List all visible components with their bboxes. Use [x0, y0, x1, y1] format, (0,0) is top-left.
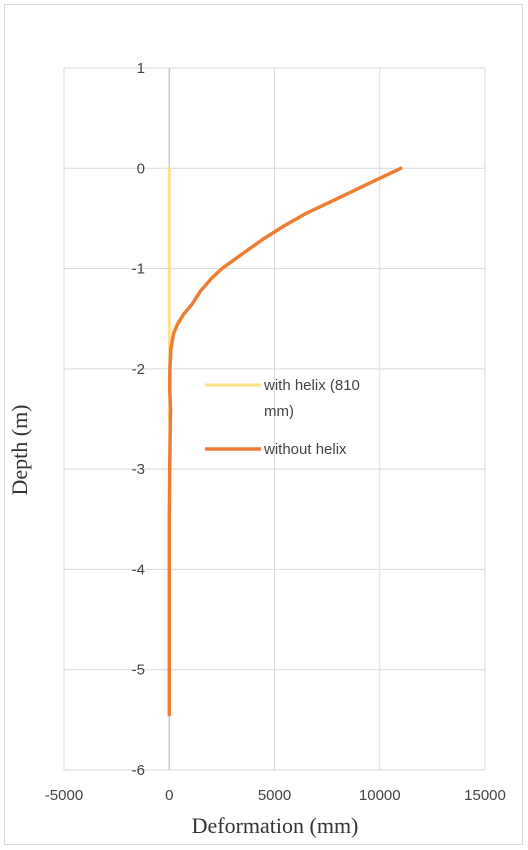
x-axis-title: Deformation (mm) [192, 813, 359, 838]
y-tick-label: -3 [132, 461, 145, 478]
legend-label-with-helix: with helix (810 mm) [263, 377, 360, 420]
y-tick-label: -4 [132, 561, 145, 578]
series-layer [167, 166, 403, 717]
y-tick-label: -5 [132, 662, 145, 679]
y-tick-label: -1 [132, 261, 145, 278]
y-axis-title: Depth (m) [7, 404, 32, 495]
legend-label-without-helix: without helix [263, 441, 347, 458]
x-tick-label: 5000 [258, 787, 291, 804]
legend: with helix (810 mm) without helix [205, 377, 360, 458]
x-tick-label: -5000 [45, 787, 83, 804]
chart-border [4, 4, 523, 845]
series-line-without-helix [167, 166, 403, 717]
tick-labels: -5000 0 5000 10000 15000 1 0 -1 -2 -3 -4 -5 -6 [45, 60, 506, 804]
x-tick-label: 0 [165, 787, 173, 804]
y-tick-label: -6 [132, 762, 145, 779]
x-tick-label: 15000 [464, 787, 506, 804]
y-tick-label: 0 [137, 160, 145, 177]
y-tick-label: -2 [132, 361, 145, 378]
x-tick-label: 10000 [359, 787, 401, 804]
y-tick-label: 1 [137, 60, 145, 77]
